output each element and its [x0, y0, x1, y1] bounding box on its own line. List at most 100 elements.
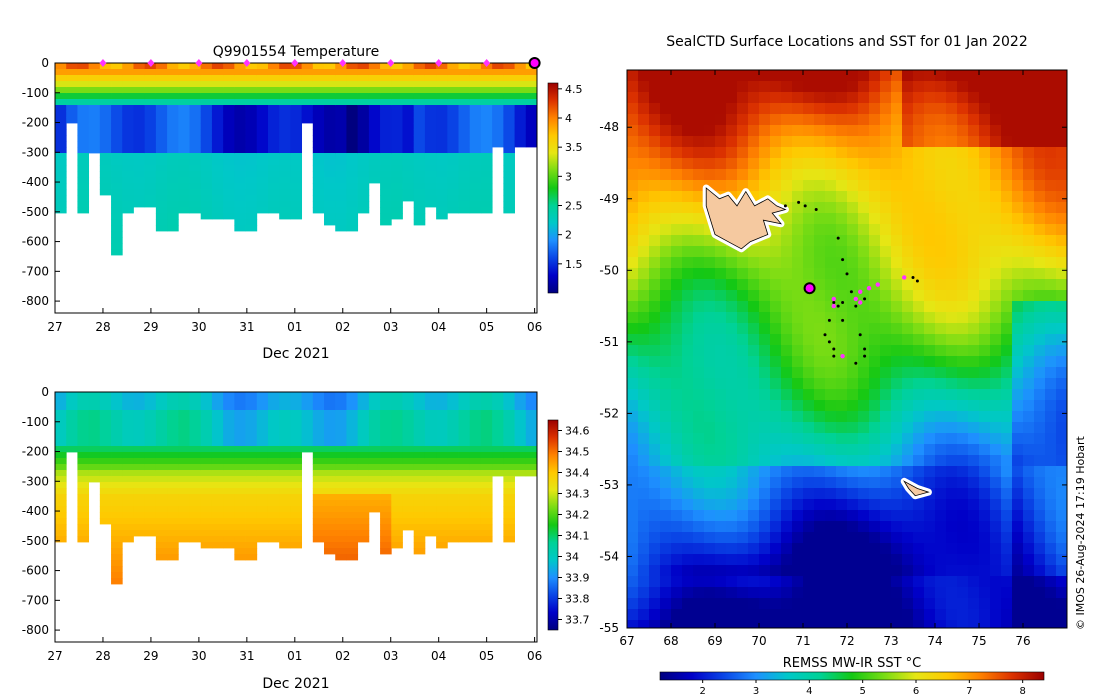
- section-cell: [436, 482, 448, 489]
- sst-cell: [1056, 620, 1067, 628]
- sst-cell: [748, 554, 760, 566]
- section-cell: [155, 512, 168, 519]
- section-cell: [267, 93, 280, 100]
- section-cell: [503, 452, 515, 459]
- sst-cell: [902, 268, 914, 280]
- section-cell: [391, 129, 403, 136]
- sst-cell: [924, 598, 936, 610]
- sst-cell: [737, 92, 749, 104]
- sst-cell: [924, 433, 936, 445]
- sst-cell: [638, 323, 650, 335]
- section-cell: [55, 524, 67, 531]
- sst-cell: [990, 609, 1002, 621]
- section-cell: [178, 171, 190, 178]
- sst-cell: [803, 312, 815, 324]
- section-cell: [77, 464, 90, 471]
- sst-cell: [836, 92, 848, 104]
- sst-cell: [990, 477, 1002, 489]
- section-cell: [178, 129, 190, 136]
- sst-cell: [660, 554, 672, 566]
- sst-cell: [913, 554, 925, 566]
- sst-cell: [781, 81, 793, 93]
- section-cell: [335, 530, 347, 537]
- section-cell: [200, 159, 213, 166]
- sst-cell: [880, 598, 892, 610]
- section-cell: [178, 135, 190, 142]
- sst-cell: [847, 411, 859, 423]
- section-cell: [189, 165, 202, 172]
- section-cell: [200, 518, 213, 525]
- sst-cell: [660, 422, 672, 434]
- section-cell: [312, 536, 325, 543]
- section-cell: [178, 494, 190, 501]
- sst-cell: [891, 191, 903, 203]
- section-cell: [155, 548, 168, 555]
- sst-cell: [1023, 81, 1035, 93]
- sst-cell: [682, 444, 694, 456]
- section-cell: [155, 189, 168, 196]
- sst-cell: [660, 180, 672, 192]
- section-cell: [480, 111, 493, 118]
- section-cell: [391, 183, 403, 190]
- sst-cell: [638, 422, 650, 434]
- section-cell: [234, 213, 246, 220]
- sst-cell: [649, 114, 661, 126]
- sst-cell: [891, 323, 903, 335]
- section-cell: [189, 63, 202, 70]
- y-tick-label: -800: [22, 294, 49, 308]
- section-cell: [245, 75, 258, 82]
- section-cell: [111, 81, 123, 88]
- section-cell: [324, 135, 336, 142]
- sst-colorbar-tick-label: 2: [699, 686, 705, 697]
- section-cell: [267, 117, 280, 124]
- sst-cell: [638, 554, 650, 566]
- sst-cell: [825, 433, 837, 445]
- sst-cell: [1045, 488, 1057, 500]
- section-cell: [436, 440, 448, 447]
- section-cell: [436, 542, 448, 549]
- section-cell: [88, 135, 101, 142]
- sst-cell: [671, 532, 683, 544]
- section-cell: [256, 81, 269, 88]
- section-cell: [200, 153, 213, 160]
- sst-cell: [968, 389, 980, 401]
- x-tick-label: 31: [239, 320, 254, 334]
- sst-cell: [638, 158, 650, 170]
- sst-cell: [682, 367, 694, 379]
- sst-cell: [825, 576, 837, 588]
- sst-cell: [814, 543, 826, 555]
- section-cell: [133, 177, 146, 184]
- section-cell: [335, 500, 347, 507]
- sst-cell: [858, 70, 870, 82]
- track-point: [827, 318, 831, 322]
- section-cell: [133, 183, 146, 190]
- sst-cell: [1001, 378, 1013, 390]
- section-cell: [189, 201, 202, 208]
- sst-cell: [671, 389, 683, 401]
- sst-cell: [671, 191, 683, 203]
- salinity-xlabel: Dec 2021: [262, 676, 329, 692]
- section-cell: [391, 542, 403, 549]
- sst-cell: [935, 400, 947, 412]
- sst-cell: [825, 510, 837, 522]
- section-cell: [155, 69, 168, 76]
- sst-cell: [913, 290, 925, 302]
- sst-cell: [726, 323, 738, 335]
- section-cell: [55, 195, 67, 202]
- x-tick-label: 27: [47, 320, 62, 334]
- section-cell: [402, 153, 415, 160]
- section-cell: [514, 392, 527, 399]
- section-cell: [155, 482, 168, 489]
- section-cell: [357, 69, 370, 76]
- sst-cell: [825, 400, 837, 412]
- sst-cell: [1012, 334, 1024, 346]
- section-cell: [380, 159, 392, 166]
- surface-location-point: [866, 285, 872, 291]
- section-cell: [357, 63, 370, 70]
- sst-cell: [638, 488, 650, 500]
- section-cell: [357, 129, 370, 136]
- sst-cell: [1045, 246, 1057, 258]
- section-cell: [66, 404, 78, 411]
- section-cell: [211, 147, 224, 154]
- sst-cell: [660, 367, 672, 379]
